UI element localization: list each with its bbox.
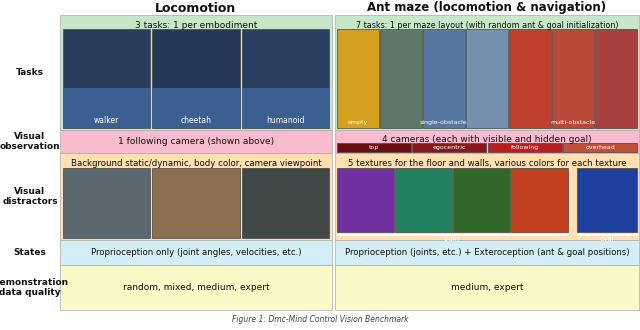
- Bar: [63, 168, 150, 238]
- Bar: [242, 88, 329, 128]
- Text: top: top: [369, 145, 379, 150]
- Bar: [335, 130, 639, 153]
- Text: random, mixed, medium, expert: random, mixed, medium, expert: [123, 283, 269, 292]
- Text: Demonstration
data quality: Demonstration data quality: [0, 278, 68, 297]
- Bar: [511, 168, 568, 232]
- Text: Proprioception only (joint angles, velocities, etc.): Proprioception only (joint angles, veloc…: [91, 248, 301, 257]
- Text: single-obstacle: single-obstacle: [420, 120, 468, 125]
- Bar: [395, 168, 452, 232]
- Bar: [337, 143, 411, 152]
- Bar: [335, 265, 639, 310]
- Text: 7 tasks: 1 per maze layout (with random ant & goal initialization): 7 tasks: 1 per maze layout (with random …: [356, 21, 618, 30]
- Bar: [60, 153, 332, 240]
- Text: cheetah: cheetah: [180, 116, 211, 125]
- Bar: [60, 130, 332, 153]
- Text: Visual
observation: Visual observation: [0, 132, 60, 151]
- Text: Ant maze (locomotion & navigation): Ant maze (locomotion & navigation): [367, 2, 607, 15]
- Bar: [509, 29, 551, 128]
- Bar: [488, 143, 562, 152]
- Text: Locomotion: Locomotion: [156, 2, 237, 15]
- Bar: [335, 240, 639, 265]
- Text: medium, expert: medium, expert: [451, 283, 524, 292]
- Text: Tasks: Tasks: [16, 68, 44, 77]
- Bar: [466, 29, 508, 128]
- Bar: [242, 168, 329, 238]
- Bar: [152, 29, 239, 128]
- Bar: [60, 240, 332, 265]
- Text: 3 tasks: 1 per embodiment: 3 tasks: 1 per embodiment: [135, 21, 257, 30]
- Bar: [63, 88, 150, 128]
- Text: walker: walker: [94, 116, 119, 125]
- Bar: [595, 29, 637, 128]
- Bar: [60, 265, 332, 310]
- Text: Visual
distractors: Visual distractors: [2, 187, 58, 206]
- Text: following: following: [511, 145, 539, 150]
- Text: 4 cameras (each with visible and hidden goal): 4 cameras (each with visible and hidden …: [382, 135, 592, 144]
- Text: Background static/dynamic, body color, camera viewpoint: Background static/dynamic, body color, c…: [70, 159, 321, 168]
- Bar: [152, 168, 239, 238]
- Bar: [552, 29, 594, 128]
- Bar: [335, 153, 639, 240]
- Text: Proprioception (joints, etc.) + Exteroception (ant & goal positions): Proprioception (joints, etc.) + Exteroce…: [345, 248, 629, 257]
- Text: 5 textures for the floor and walls, various colors for each texture: 5 textures for the floor and walls, vari…: [348, 159, 627, 168]
- Text: States: States: [13, 248, 47, 257]
- Text: multi-obstacle: multi-obstacle: [550, 120, 596, 125]
- Bar: [337, 168, 394, 232]
- Text: eval: eval: [600, 236, 614, 242]
- Text: egocentric: egocentric: [433, 145, 466, 150]
- Text: train: train: [444, 236, 461, 242]
- Text: Figure 1: Dmc-Mind Control Vision Benchmark: Figure 1: Dmc-Mind Control Vision Benchm…: [232, 315, 408, 324]
- Bar: [242, 29, 329, 128]
- Bar: [152, 88, 239, 128]
- Bar: [63, 29, 150, 128]
- Bar: [337, 29, 379, 128]
- Text: overhead: overhead: [585, 145, 615, 150]
- Bar: [423, 29, 465, 128]
- Bar: [335, 15, 639, 130]
- Bar: [412, 143, 486, 152]
- Bar: [380, 29, 422, 128]
- Bar: [60, 15, 332, 130]
- Bar: [453, 168, 510, 232]
- Text: humanoid: humanoid: [266, 116, 305, 125]
- Text: 1 following camera (shown above): 1 following camera (shown above): [118, 137, 274, 146]
- Bar: [563, 143, 637, 152]
- Bar: [577, 168, 637, 232]
- Text: empty: empty: [348, 120, 368, 125]
